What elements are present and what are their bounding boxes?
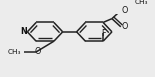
Text: CH₃: CH₃ bbox=[135, 0, 148, 5]
Text: F: F bbox=[101, 29, 105, 38]
Text: O: O bbox=[122, 22, 128, 31]
Text: O: O bbox=[35, 47, 41, 56]
Text: CH₃: CH₃ bbox=[8, 49, 21, 55]
Text: O: O bbox=[122, 6, 128, 15]
Text: N: N bbox=[21, 27, 27, 36]
